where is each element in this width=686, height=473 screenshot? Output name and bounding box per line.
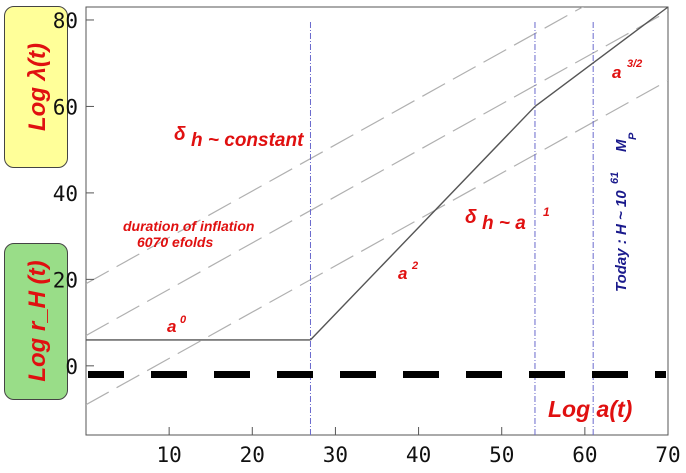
today-annotation: Today : H ~ 10 61 MP	[609, 132, 639, 292]
chart-lines	[86, 6, 669, 435]
today-mp: M	[613, 139, 630, 152]
x-tick-label-4: 50	[489, 443, 514, 467]
x-tick-label-3: 40	[406, 443, 431, 467]
x-tick-label-6: 70	[655, 443, 680, 467]
slope-a0-sup: 0	[180, 314, 187, 326]
y-tick-label-1: 20	[53, 268, 78, 292]
dh-a1-label: h ~ a	[482, 213, 526, 234]
ylabel-lambda-box: Log λ(t)	[4, 6, 68, 168]
slope-a2: a	[398, 264, 407, 283]
x-tick-label-1: 20	[240, 443, 265, 467]
dh-constant-label: h ~ constant	[191, 130, 304, 151]
ylabel-rh: Log r_H (t)	[24, 260, 51, 381]
slope-a32: a	[612, 63, 621, 82]
wavelength-line-1	[86, 10, 668, 337]
slope-a0: a	[167, 317, 176, 336]
dh-a1-sup: 1	[543, 205, 550, 219]
x-tick-label-0: 10	[156, 443, 181, 467]
dh-a1-delta: δ	[465, 207, 477, 228]
y-tick-label-2: 40	[53, 182, 78, 206]
hubble-segment-2	[534, 6, 669, 107]
duration-line-1: duration of inflation	[123, 218, 254, 234]
slope-a32-sup: 3/2	[627, 58, 642, 70]
y-tick-label-0: 0	[65, 355, 78, 379]
plot-frame	[85, 6, 669, 436]
x-tick-label-5: 60	[572, 443, 597, 467]
slope-a2-sup: 2	[411, 260, 418, 272]
today-text: Today : H ~ 10	[613, 190, 630, 292]
hubble-segment-1	[309, 105, 536, 341]
wavelength-line-2	[86, 7, 584, 285]
y-tick-label-4: 80	[53, 9, 78, 33]
ylabel-lambda: Log λ(t)	[24, 43, 51, 131]
dh-constant-delta: δ	[174, 124, 186, 145]
xlabel: Log a(t)	[548, 396, 632, 422]
today-mp-sub: P	[627, 132, 639, 140]
today-exp: 61	[609, 172, 621, 184]
ylabel-rh-box: Log r_H (t)	[4, 243, 68, 400]
wavelength-line-0	[86, 79, 668, 406]
x-tick-label-2: 30	[323, 443, 348, 467]
y-tick-label-3: 60	[53, 95, 78, 119]
duration-line-2: 6070 efolds	[137, 234, 213, 250]
